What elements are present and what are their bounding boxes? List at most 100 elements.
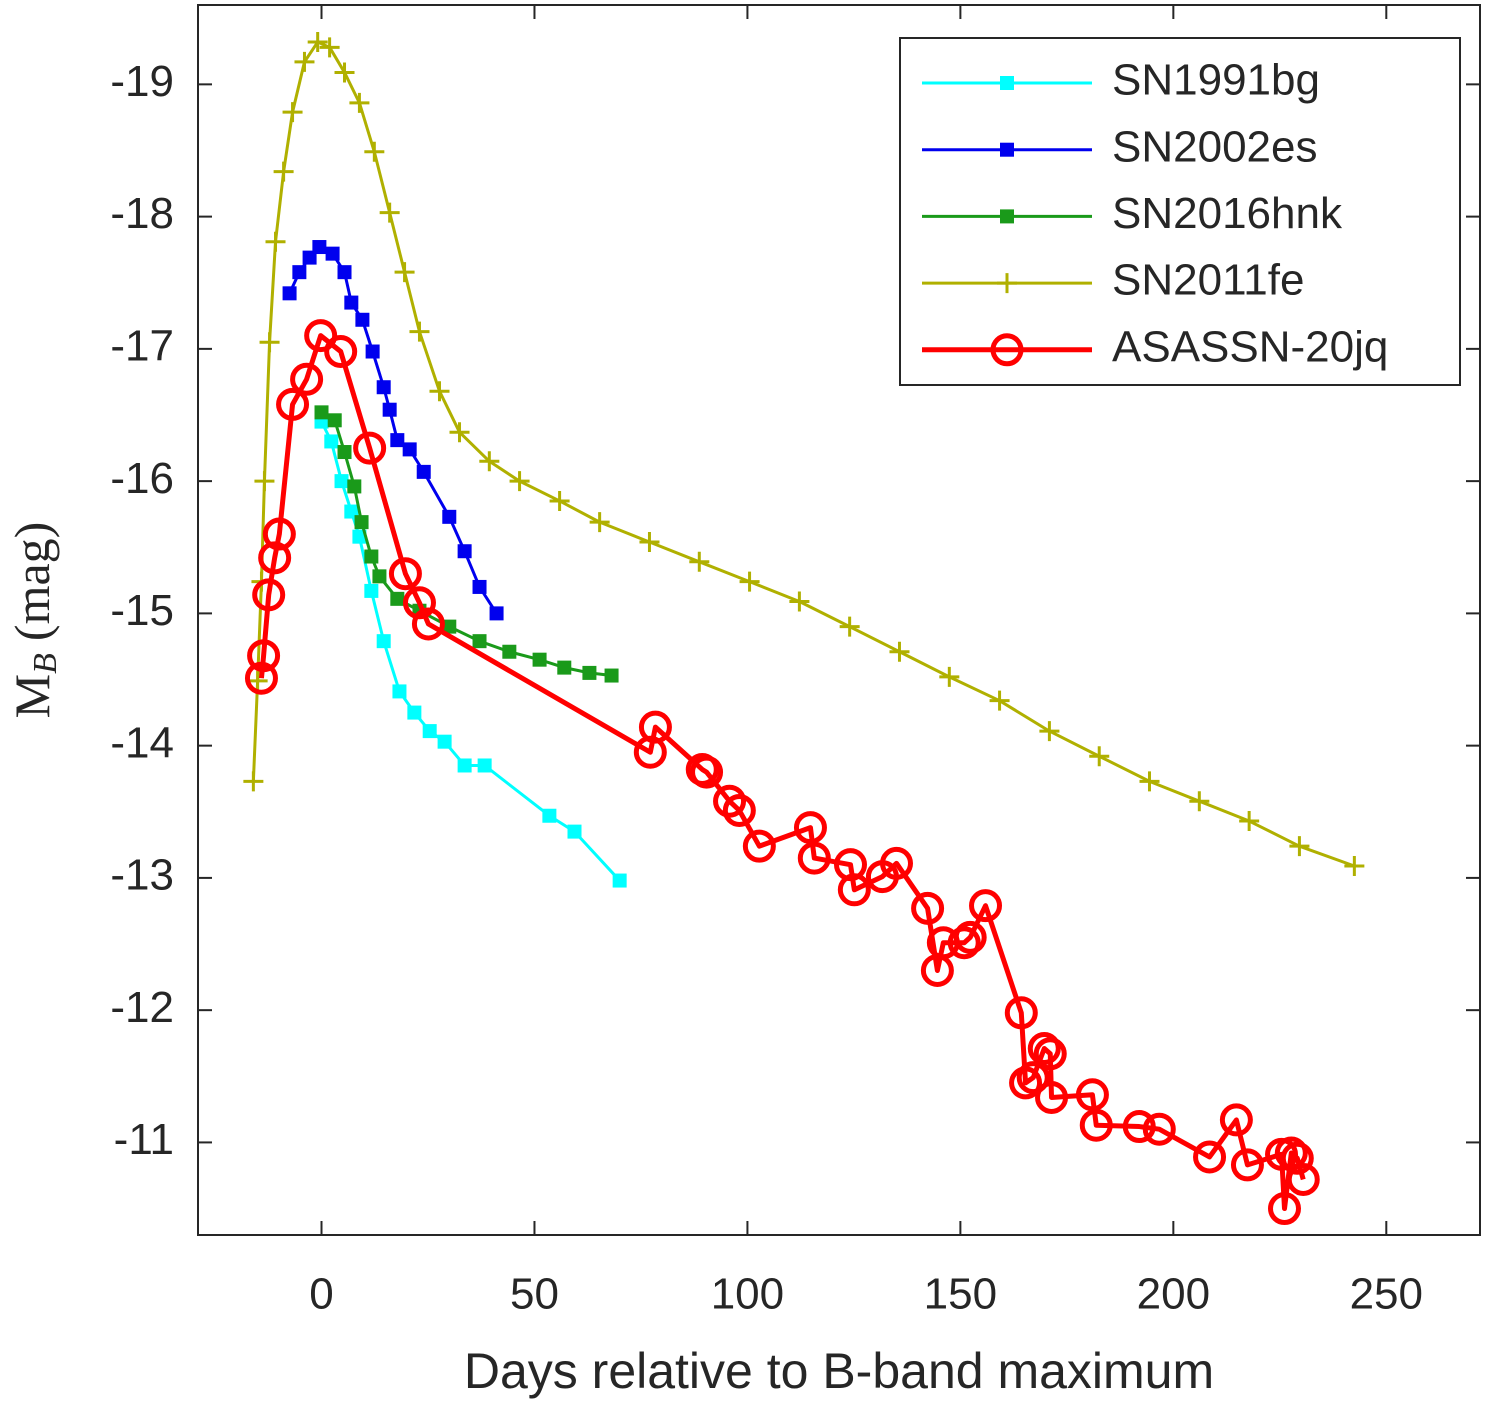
- marker: [1239, 811, 1260, 832]
- marker: [364, 549, 379, 564]
- legend-label: ASASSN-20jq: [1112, 322, 1388, 371]
- marker: [262, 517, 296, 551]
- y-label-main: M: [4, 674, 60, 718]
- marker: [376, 634, 391, 649]
- marker: [689, 551, 710, 572]
- marker: [567, 824, 582, 839]
- marker: [292, 265, 307, 280]
- marker: [1193, 1140, 1227, 1174]
- marker: [889, 641, 910, 662]
- y-tick-label: -13: [110, 851, 174, 900]
- legend-label: SN2011fe: [1112, 256, 1304, 305]
- marker: [376, 380, 391, 395]
- series-line: [320, 411, 612, 678]
- marker: [302, 250, 317, 265]
- series: [244, 319, 1320, 1226]
- series: [314, 405, 619, 683]
- marker: [402, 442, 417, 457]
- marker: [969, 889, 1003, 923]
- marker: [1016, 1061, 1050, 1095]
- marker: [247, 639, 281, 673]
- marker: [449, 422, 470, 443]
- marker: [416, 464, 431, 479]
- marker: [379, 202, 400, 223]
- marker: [273, 161, 294, 182]
- legend-marker: [1000, 142, 1014, 157]
- marker: [837, 873, 871, 907]
- marker: [457, 544, 472, 559]
- marker: [265, 231, 286, 252]
- marker: [314, 405, 329, 420]
- marker: [429, 381, 450, 402]
- marker: [638, 710, 672, 744]
- marker: [344, 504, 359, 519]
- marker: [549, 490, 570, 511]
- marker: [334, 474, 349, 489]
- series: [314, 414, 627, 888]
- marker: [472, 634, 487, 649]
- marker: [388, 557, 422, 591]
- marker: [472, 579, 487, 594]
- marker: [604, 668, 619, 683]
- marker: [839, 616, 860, 637]
- marker: [312, 240, 327, 255]
- marker: [1139, 771, 1160, 792]
- marker: [1033, 1037, 1067, 1071]
- series: [282, 240, 504, 621]
- marker: [259, 332, 280, 353]
- marker: [502, 644, 517, 659]
- marker: [1344, 856, 1365, 876]
- marker: [489, 606, 504, 621]
- marker: [390, 591, 405, 606]
- y-tick-label: -15: [110, 586, 174, 635]
- marker: [365, 344, 380, 359]
- marker: [304, 319, 338, 353]
- marker: [1039, 721, 1060, 742]
- marker: [392, 684, 407, 699]
- marker: [290, 362, 324, 396]
- marker: [1079, 1108, 1113, 1142]
- marker: [294, 51, 315, 72]
- marker: [1219, 1103, 1253, 1137]
- marker: [1035, 1080, 1069, 1114]
- marker: [307, 32, 328, 53]
- marker: [364, 141, 385, 162]
- marker: [612, 873, 627, 888]
- marker: [582, 665, 597, 680]
- marker: [325, 246, 340, 261]
- y-tick-label: -19: [110, 57, 174, 106]
- marker: [243, 771, 264, 792]
- series-line: [320, 420, 621, 882]
- marker: [353, 431, 387, 465]
- legend-label: SN2002es: [1112, 122, 1317, 171]
- x-tick-label: 100: [711, 1270, 784, 1319]
- legend-marker: [1000, 209, 1014, 224]
- y-tick-label: -18: [110, 189, 174, 238]
- y-label-unit: (mag): [4, 522, 60, 641]
- legend: SN1991bg SN2002es SN2016hnk SN2011fe ASASSN-…: [899, 37, 1461, 386]
- marker: [276, 387, 310, 421]
- marker: [247, 670, 268, 691]
- x-tick-label: 0: [309, 1270, 333, 1319]
- marker: [557, 660, 572, 675]
- marker: [282, 102, 303, 123]
- y-label-sub: B: [27, 653, 64, 674]
- marker: [1027, 1032, 1061, 1066]
- marker: [911, 891, 945, 925]
- marker: [589, 512, 610, 533]
- marker: [690, 755, 724, 789]
- marker: [477, 758, 492, 773]
- marker: [1289, 836, 1310, 857]
- marker: [319, 37, 340, 58]
- series-line: [288, 245, 498, 615]
- marker: [1286, 1162, 1320, 1196]
- marker: [789, 591, 810, 612]
- marker: [742, 829, 776, 863]
- legend-label: SN2016hnk: [1112, 189, 1343, 238]
- marker: [252, 578, 286, 612]
- legend-box: [899, 37, 1461, 386]
- marker: [793, 811, 827, 845]
- marker: [713, 784, 747, 818]
- marker: [327, 413, 342, 428]
